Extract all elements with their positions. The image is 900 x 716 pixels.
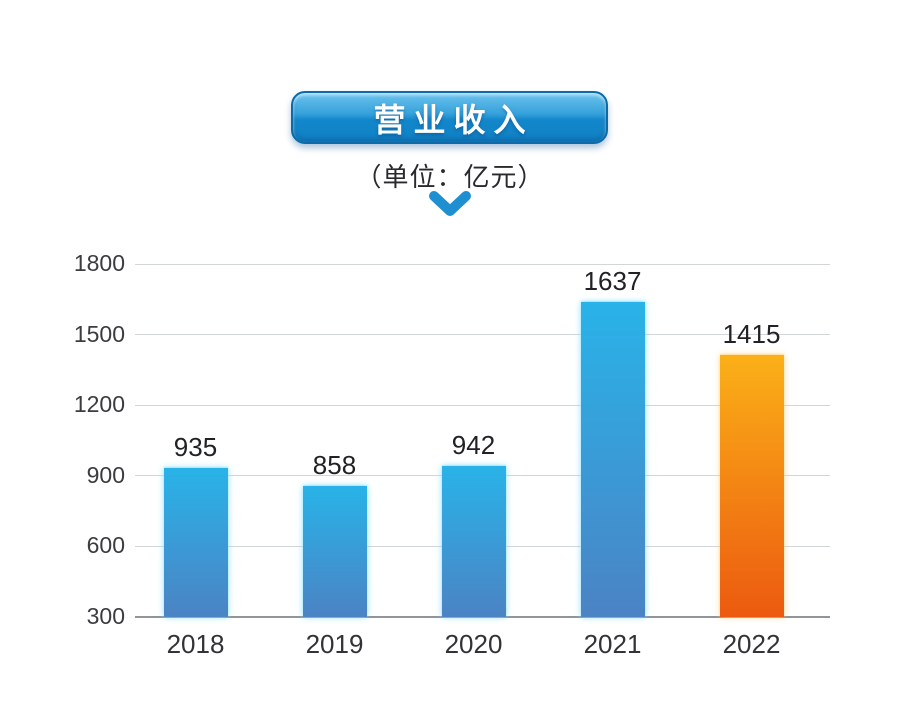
bar-value-label: 1415 (722, 318, 781, 349)
gridline (135, 334, 830, 336)
x-axis-tick-label: 2021 (583, 629, 642, 659)
x-axis-tick-label: 2018 (166, 629, 225, 659)
y-axis-tick-label: 900 (86, 461, 125, 488)
gridline (135, 263, 830, 265)
y-axis-tick-label: 600 (86, 532, 125, 559)
chart-title: 营业收入 (373, 101, 534, 138)
y-axis-tick-label: 300 (86, 603, 125, 629)
bar-value-label: 1637 (583, 266, 642, 297)
x-axis-tick-label: 2019 (305, 629, 364, 659)
gridline (135, 404, 830, 406)
x-axis-tick-label: 2020 (444, 629, 503, 659)
x-axis-tick-label: 2022 (722, 629, 781, 659)
y-axis-tick-label: 1500 (73, 320, 125, 347)
unit-label: （单位：亿元） (355, 162, 545, 192)
bar-value-label: 935 (173, 431, 218, 462)
bar-value-label: 942 (451, 429, 496, 460)
chart-title-badge: 营业收入 (291, 91, 608, 144)
y-axis-tick-label: 1800 (73, 250, 125, 276)
bar-value-label: 858 (312, 449, 357, 480)
bar-2018 (163, 467, 228, 617)
bar-2019 (302, 485, 367, 617)
bar-2022 (719, 354, 784, 617)
bar-2021 (580, 302, 645, 617)
bar-2020 (441, 465, 506, 617)
y-axis-tick-label: 1200 (73, 391, 125, 418)
chevron-down-icon (429, 191, 471, 216)
x-axis-baseline (135, 616, 830, 618)
